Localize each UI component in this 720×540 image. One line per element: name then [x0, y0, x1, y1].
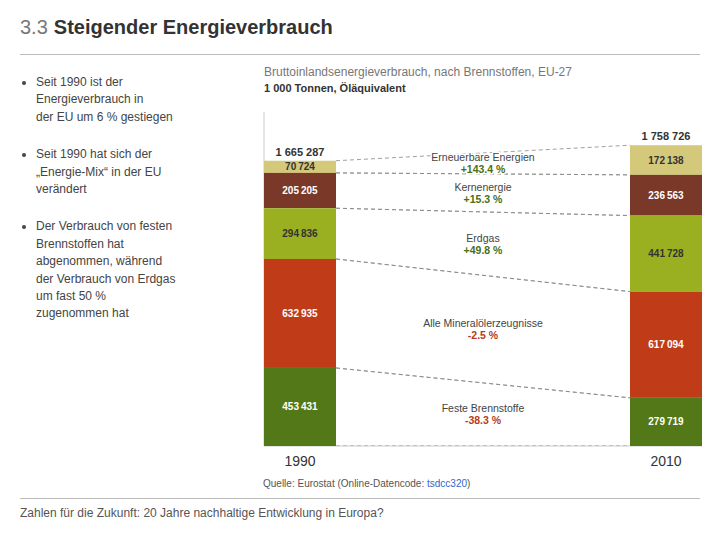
bar-segment	[630, 175, 702, 216]
bullet: Seit 1990 ist der Energieverbrauch in de…	[36, 74, 250, 126]
chart-subtitle: 1 000 Tonnen, Öläquivalent	[264, 82, 406, 94]
bar-segment	[264, 368, 336, 446]
series-name: Alle Mineralölerzeugnisse	[423, 317, 543, 329]
connector	[336, 446, 630, 447]
category-label: 1990	[284, 453, 315, 469]
title-text: Steigender Energieverbrauch	[54, 16, 333, 38]
data-label: 617 094	[648, 339, 684, 350]
bar-segment	[264, 208, 336, 259]
source: Quelle: Eurostat (Online-Datencode: tsdc…	[263, 478, 470, 489]
data-label: 70 724	[285, 161, 315, 172]
series-name: Erneuerbare Energien	[431, 151, 534, 163]
data-label: 236 563	[648, 190, 684, 201]
footer: Zahlen für die Zukunft: 20 Jahre nachhal…	[20, 506, 384, 520]
connector	[336, 368, 630, 398]
connectors	[336, 145, 630, 446]
connector	[336, 259, 630, 292]
connector	[336, 208, 630, 215]
bar-segment	[630, 398, 702, 446]
data-label: 441 728	[648, 248, 684, 259]
change-label: -2.5 %	[468, 329, 499, 341]
connector	[336, 259, 630, 292]
data-label: 294 836	[282, 228, 318, 239]
bars	[264, 145, 702, 446]
total-label: 1 758 726	[642, 130, 691, 142]
series-name: Feste Brennstoffe	[442, 402, 525, 414]
total-label: 1 665 287	[276, 146, 325, 158]
source-link: tsdcc320	[427, 478, 467, 489]
bar-segment	[264, 259, 336, 368]
data-label: 205 205	[282, 185, 318, 196]
bullet: Seit 1990 hat sich der „Energie-Mix“ in …	[36, 146, 250, 198]
bar-segment	[264, 173, 336, 208]
change-label: +143.4 %	[461, 163, 506, 175]
chart-title: Bruttoinlandsenergieverbrauch, nach Bren…	[264, 65, 572, 79]
bullets: Seit 1990 ist der Energieverbrauch in de…	[20, 74, 250, 343]
data-label: 172 138	[648, 155, 684, 166]
bar-segment	[264, 161, 336, 173]
page-title: 3.3 Steigender Energieverbrauch	[20, 16, 333, 39]
title-prefix: 3.3	[20, 16, 48, 38]
bar-segment	[630, 145, 702, 175]
bar-segment	[630, 216, 702, 292]
chart: Bruttoinlandsenergieverbrauch, nach Bren…	[258, 62, 708, 474]
bar-segment	[630, 292, 702, 398]
rule	[20, 498, 700, 499]
category-label: 2010	[650, 453, 681, 469]
data-label: 279 719	[648, 416, 684, 427]
change-label: +49.8 %	[464, 244, 503, 256]
change-label: +15.3 %	[464, 193, 503, 205]
series-name: Kernenergie	[454, 181, 511, 193]
bullet: Der Verbrauch von festen Brennstoffen ha…	[36, 218, 250, 322]
series-name: Erdgas	[466, 232, 499, 244]
connector	[336, 208, 630, 215]
change-label: -38.3 %	[465, 414, 502, 426]
connector	[336, 368, 630, 398]
rule	[20, 54, 700, 55]
labels: 70 724 172 138 205 205 236 563 294 836 441 72…	[276, 130, 691, 469]
data-label: 632 935	[282, 308, 318, 319]
data-label: 453 431	[282, 401, 318, 412]
